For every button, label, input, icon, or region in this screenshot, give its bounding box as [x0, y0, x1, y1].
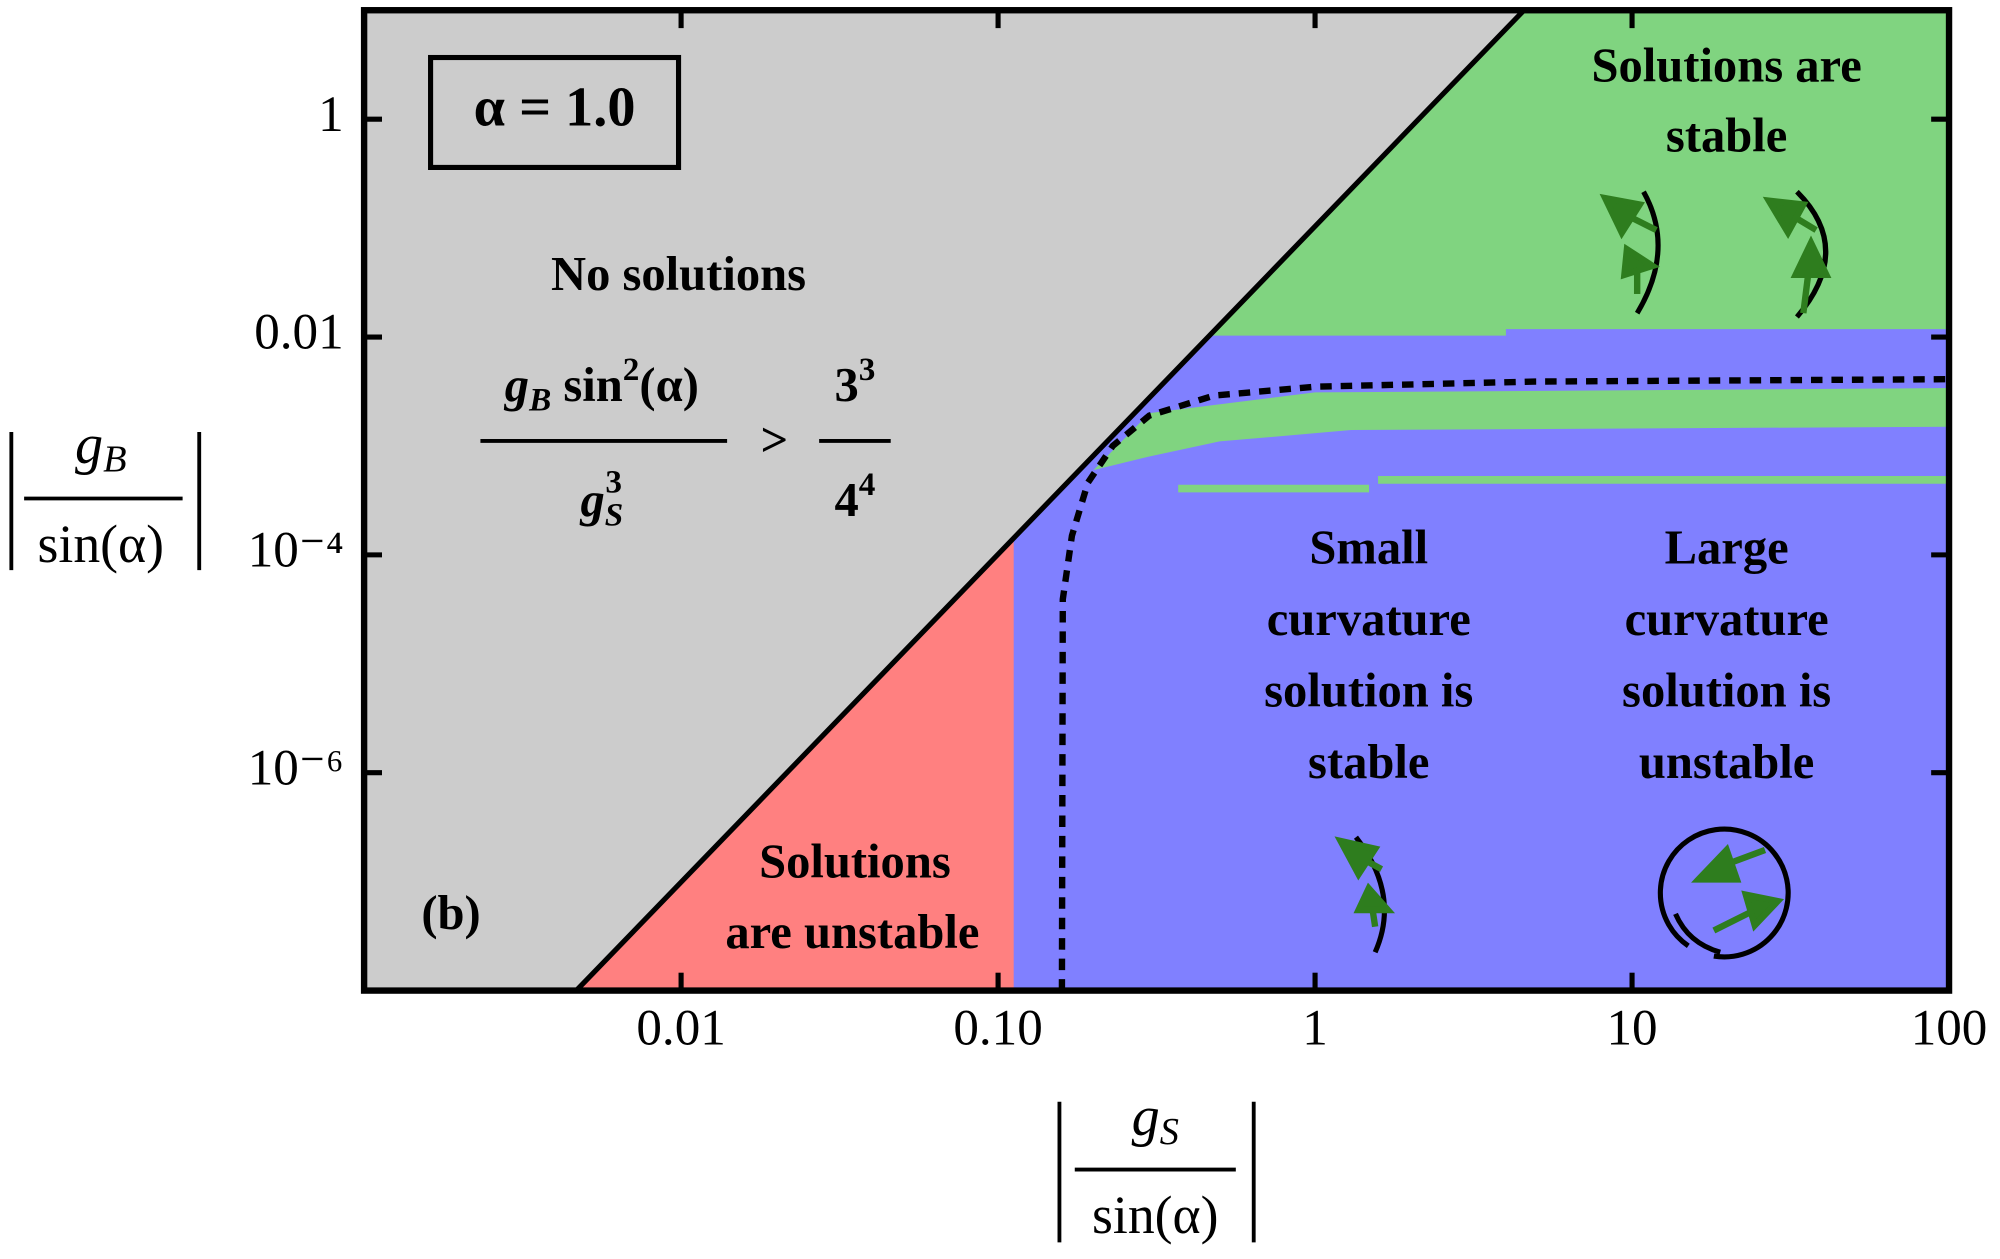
- existence-boundary: [574, 8, 1526, 993]
- y-axis-numerator: gB: [75, 414, 127, 481]
- arrow: [1712, 907, 1757, 934]
- condition-denominator: gS3: [579, 463, 623, 533]
- x-tick-label: 1: [1302, 999, 1328, 1056]
- parameter-frame: [428, 54, 682, 170]
- text: sin: [551, 358, 623, 412]
- x-tick-label: 0.01: [636, 999, 725, 1056]
- symbol: g: [504, 358, 529, 412]
- subscript: S: [1160, 1111, 1179, 1153]
- x-tick-label: 10: [1607, 999, 1658, 1056]
- region: [1378, 475, 1950, 484]
- region-label: No solutions: [551, 247, 806, 301]
- x-axis-denominator: sin(α): [1092, 1185, 1219, 1245]
- region-label: stable: [1308, 735, 1429, 789]
- region-label: Small: [1309, 520, 1428, 574]
- symbol: g: [579, 473, 604, 527]
- region-label: curvature: [1267, 592, 1471, 646]
- y-tick-label: 0.01: [254, 304, 343, 361]
- stability-icons: [1353, 189, 1829, 960]
- y-tick-label: 10⁻⁴: [248, 522, 344, 579]
- arc-icon: [1634, 190, 1661, 315]
- y-tick-label: 10⁻⁶: [248, 739, 344, 796]
- arrow-icons: [1334, 193, 1832, 934]
- arrow-head: [1790, 235, 1832, 279]
- region-label: Solutions are: [1591, 38, 1861, 92]
- x-tick-label: 0.10: [953, 999, 1042, 1056]
- text: (α): [639, 358, 698, 412]
- arrow-head: [1691, 844, 1742, 883]
- region-label: stable: [1666, 109, 1787, 163]
- parameter-box: α = 1.0: [474, 76, 636, 138]
- plot-area: [364, 8, 1950, 993]
- y-tick-label: 1: [318, 86, 344, 143]
- region: [364, 10, 1524, 991]
- arrow-head: [1334, 836, 1381, 881]
- plot-frame: [360, 7, 1953, 994]
- region: [1178, 484, 1370, 493]
- circle-icon: [1657, 826, 1791, 960]
- region: [1208, 10, 1950, 336]
- region-label: are unstable: [725, 905, 979, 959]
- y-axis-denominator: sin(α): [38, 514, 165, 574]
- superscript: 3: [859, 351, 876, 388]
- symbol: g: [1132, 1086, 1160, 1148]
- region-label: curvature: [1625, 592, 1829, 646]
- arrow-head: [1599, 193, 1645, 240]
- region: [1093, 388, 1950, 471]
- x-tick-label: 100: [1911, 999, 1988, 1056]
- region-label: solution is: [1622, 663, 1831, 717]
- stability-boundary: [1058, 376, 1950, 991]
- arrow-head: [1741, 890, 1785, 932]
- circle-icon: [1673, 912, 1721, 955]
- superscript: 2: [623, 351, 640, 388]
- arrow-head: [1353, 882, 1396, 914]
- region-label: unstable: [1639, 735, 1814, 789]
- region-label: solution is: [1264, 663, 1473, 717]
- region-label: Large: [1665, 520, 1789, 574]
- superscript: 4: [859, 466, 876, 503]
- superscript: 3: [605, 463, 622, 500]
- base: 3: [834, 358, 858, 412]
- condition-numerator: gB sin2(α): [504, 351, 699, 419]
- subscript: B: [528, 381, 551, 418]
- relation: >: [761, 413, 789, 467]
- rhs-numerator: 33: [834, 351, 875, 412]
- panel-label: (b): [421, 886, 480, 940]
- subscript: S: [605, 496, 623, 533]
- subscript: B: [103, 438, 126, 480]
- region-label: Solutions: [759, 835, 951, 889]
- x-axis-numerator: gS: [1132, 1086, 1179, 1153]
- base: 4: [834, 473, 858, 527]
- arrow-head: [1762, 196, 1809, 240]
- axes: 0.01 0.10 1 10 100 10⁻⁶ 10⁻⁴ 0.01 1: [248, 7, 1988, 1056]
- rhs-denominator: 44: [834, 466, 875, 527]
- arrow-head: [1620, 243, 1660, 280]
- arc-icon: [1794, 189, 1829, 319]
- symbol: g: [75, 414, 103, 476]
